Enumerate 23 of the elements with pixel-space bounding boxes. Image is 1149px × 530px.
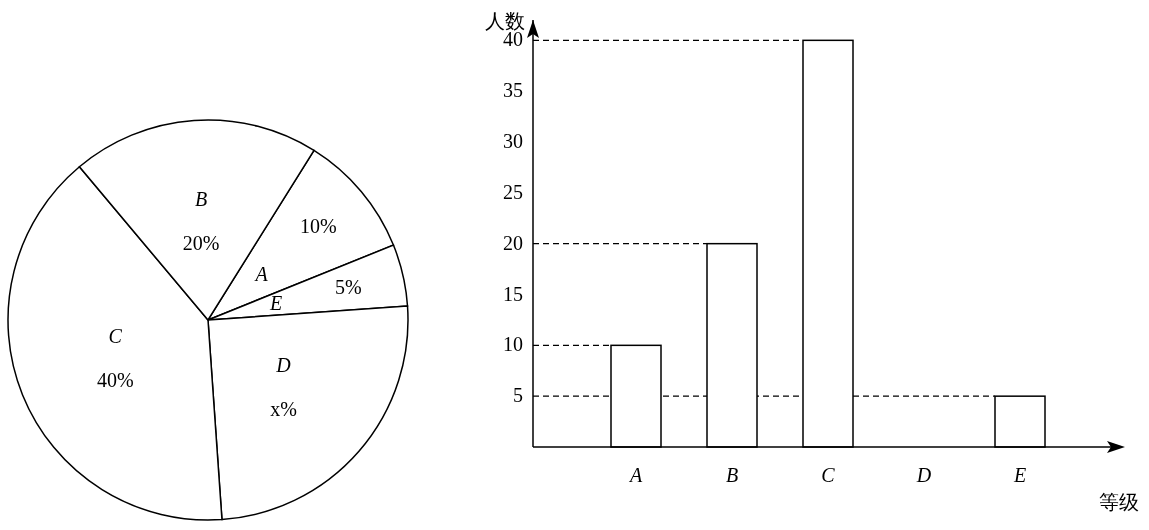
data-label: 5% <box>334 275 362 298</box>
data-label: 10% <box>299 215 337 238</box>
y-tick-label: 5 <box>513 384 523 407</box>
y-tick-label: 35 <box>503 79 523 102</box>
data-label: 20% <box>182 232 220 255</box>
y-tick-label: 25 <box>503 180 523 203</box>
slice-label: B <box>194 188 208 211</box>
x-tick-label: D <box>915 464 932 486</box>
y-tick-label: 10 <box>503 333 523 356</box>
x-tick-label: C <box>821 464 836 486</box>
slice-label: A <box>253 263 269 285</box>
slice-label: E <box>269 292 283 315</box>
x-tick-label: A <box>627 464 643 486</box>
slice-label: C <box>108 325 123 348</box>
x-tick-label: E <box>1012 464 1027 486</box>
y-tick-label: 20 <box>503 231 523 254</box>
data-label: x% <box>270 397 297 420</box>
x-axis-title: 等级 <box>1099 491 1139 513</box>
x-tick-label: B <box>725 464 739 486</box>
data-label: 40% <box>96 369 134 392</box>
y-tick-label: 30 <box>503 130 523 152</box>
slice-label: D <box>275 353 292 376</box>
y-tick-label: 15 <box>503 282 523 305</box>
